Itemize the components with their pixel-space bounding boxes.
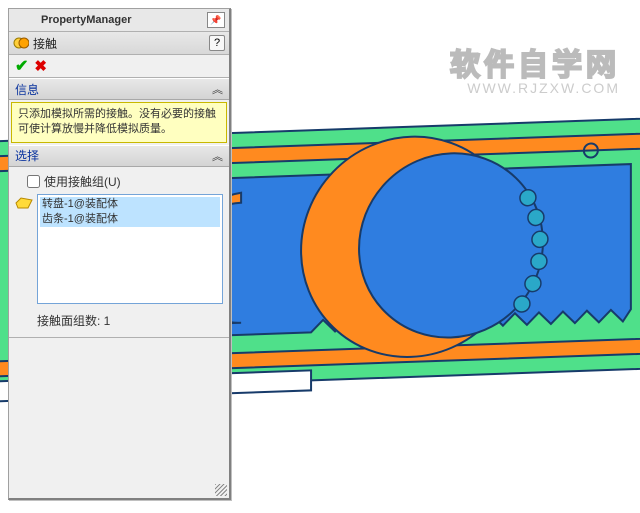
list-item[interactable]: 转盘-1@装配体 bbox=[40, 197, 220, 212]
confirm-bar: ✔ ✖ bbox=[9, 55, 229, 78]
section-header-select[interactable]: 选择 ︽ bbox=[9, 145, 229, 167]
selection-listbox[interactable]: 转盘-1@装配体 齿条-1@装配体 bbox=[37, 194, 223, 304]
panel-spacer bbox=[9, 337, 229, 498]
pin-icon[interactable]: 📌 bbox=[207, 12, 225, 28]
select-body: 使用接触组(U) 转盘-1@装配体 齿条-1@装配体 接触面组数: 1 bbox=[9, 167, 229, 337]
chevron-up-icon: ︽ bbox=[212, 148, 223, 164]
help-button[interactable]: ? bbox=[209, 35, 225, 51]
contact-set-count: 接触面组数: 1 bbox=[37, 312, 223, 329]
chevron-up-icon: ︽ bbox=[212, 81, 223, 97]
property-manager-panel: PropertyManager 📌 接触 ? ✔ ✖ 信息 ︽ 只添加模拟所需的… bbox=[8, 8, 231, 500]
component-icon bbox=[15, 196, 33, 210]
resize-grip[interactable] bbox=[215, 484, 227, 496]
info-label: 信息 bbox=[15, 81, 39, 98]
use-contact-group-checkbox[interactable] bbox=[27, 175, 40, 188]
info-message: 只添加模拟所需的接触。没有必要的接触可使计算放慢并降低模拟质量。 bbox=[11, 102, 227, 143]
list-item[interactable]: 齿条-1@装配体 bbox=[40, 212, 220, 227]
use-contact-group-label: 使用接触组(U) bbox=[44, 173, 121, 190]
pm-header: PropertyManager 📌 bbox=[9, 9, 229, 32]
ok-button[interactable]: ✔ bbox=[15, 56, 28, 76]
pm-title: PropertyManager bbox=[41, 14, 131, 26]
feature-title: 接触 bbox=[33, 35, 57, 52]
section-header-info[interactable]: 信息 ︽ bbox=[9, 78, 229, 100]
use-contact-group-row[interactable]: 使用接触组(U) bbox=[27, 173, 223, 190]
cancel-button[interactable]: ✖ bbox=[34, 57, 47, 75]
select-label: 选择 bbox=[15, 147, 39, 164]
contact-icon bbox=[13, 35, 29, 51]
feature-title-bar: 接触 ? bbox=[9, 32, 229, 55]
